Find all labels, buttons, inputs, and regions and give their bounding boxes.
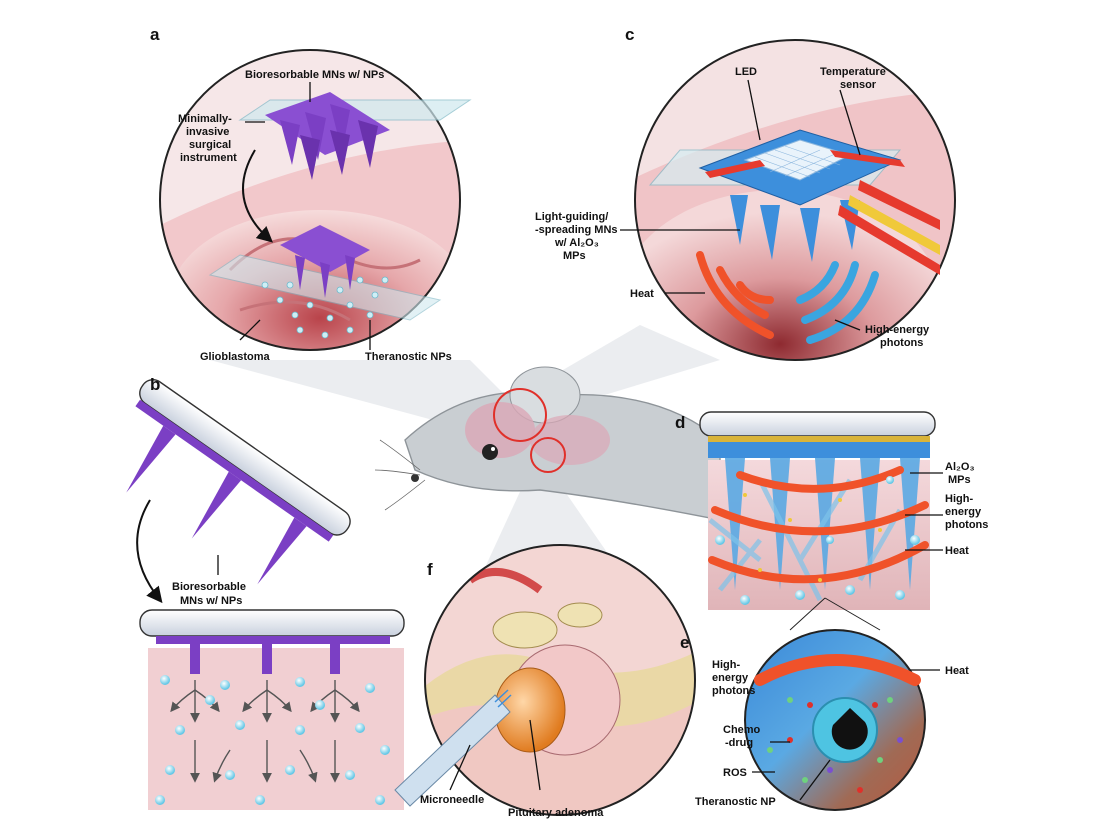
label-e-ros: ROS xyxy=(723,767,747,779)
label-c-light-4: MPs xyxy=(563,250,586,262)
panel-d-labels: Al₂O₃ MPs High- energy photons Heat xyxy=(945,461,988,557)
label-e-chemo-1: Chemo xyxy=(723,724,761,736)
label-d-mps: MPs xyxy=(948,474,971,486)
label-a-instrument-3: surgical xyxy=(189,139,231,151)
panel-letter-f: f xyxy=(427,560,433,579)
label-b-mns-2: MNs w/ NPs xyxy=(180,595,242,607)
panel-letter-a: a xyxy=(150,25,160,44)
panel-letter-d: d xyxy=(675,413,685,432)
label-c-light-1: Light-guiding/ xyxy=(535,211,608,223)
label-e-chemo-2: -drug xyxy=(725,737,753,749)
label-d-photon-3: photons xyxy=(945,519,988,531)
label-d-photon-2: energy xyxy=(945,506,982,518)
label-a-instrument-4: instrument xyxy=(180,152,237,164)
label-b-mns-1: Bioresorbable xyxy=(172,581,246,593)
panel-letter-c: c xyxy=(625,25,634,44)
label-a-instrument-2: invasive xyxy=(186,126,229,138)
panel-letter-b: b xyxy=(150,375,160,394)
panel-letter-e: e xyxy=(680,633,689,652)
panel-a xyxy=(150,40,470,390)
panel-d xyxy=(700,412,943,630)
label-c-led: LED xyxy=(735,66,757,78)
label-c-heat: Heat xyxy=(630,288,654,300)
panel-b-labels: Bioresorbable MNs w/ NPs xyxy=(172,581,246,607)
label-c-light-2: -spreading MNs xyxy=(535,224,618,236)
label-d-al2o3: Al₂O₃ xyxy=(945,461,975,473)
label-c-photon-1: High-energy xyxy=(865,324,930,336)
label-d-photon-1: High- xyxy=(945,493,973,505)
label-e-photon-3: photons xyxy=(712,685,755,697)
label-e-heat: Heat xyxy=(945,665,969,677)
panel-f xyxy=(395,540,700,820)
label-c-temp-1: Temperature xyxy=(820,66,886,78)
label-e-photon-2: energy xyxy=(712,672,749,684)
label-c-photon-2: photons xyxy=(880,337,923,349)
label-f-pituitary-adenoma: Pituitary adenoma xyxy=(508,807,604,819)
label-f-microneedle: Microneedle xyxy=(420,794,484,806)
label-d-heat: Heat xyxy=(945,545,969,557)
label-a-glioblastoma: Glioblastoma xyxy=(200,351,271,363)
label-c-temp-2: sensor xyxy=(840,79,877,91)
label-a-theranostic-nps: Theranostic NPs xyxy=(365,351,452,363)
panel-e xyxy=(745,630,940,810)
label-e-photon-1: High- xyxy=(712,659,740,671)
label-a-instrument-1: Minimally- xyxy=(178,113,232,125)
label-a-mns: Bioresorbable MNs w/ NPs xyxy=(245,69,384,81)
label-e-theranostic-np: Theranostic NP xyxy=(695,796,776,808)
label-c-light-3: w/ Al₂O₃ xyxy=(554,237,599,249)
